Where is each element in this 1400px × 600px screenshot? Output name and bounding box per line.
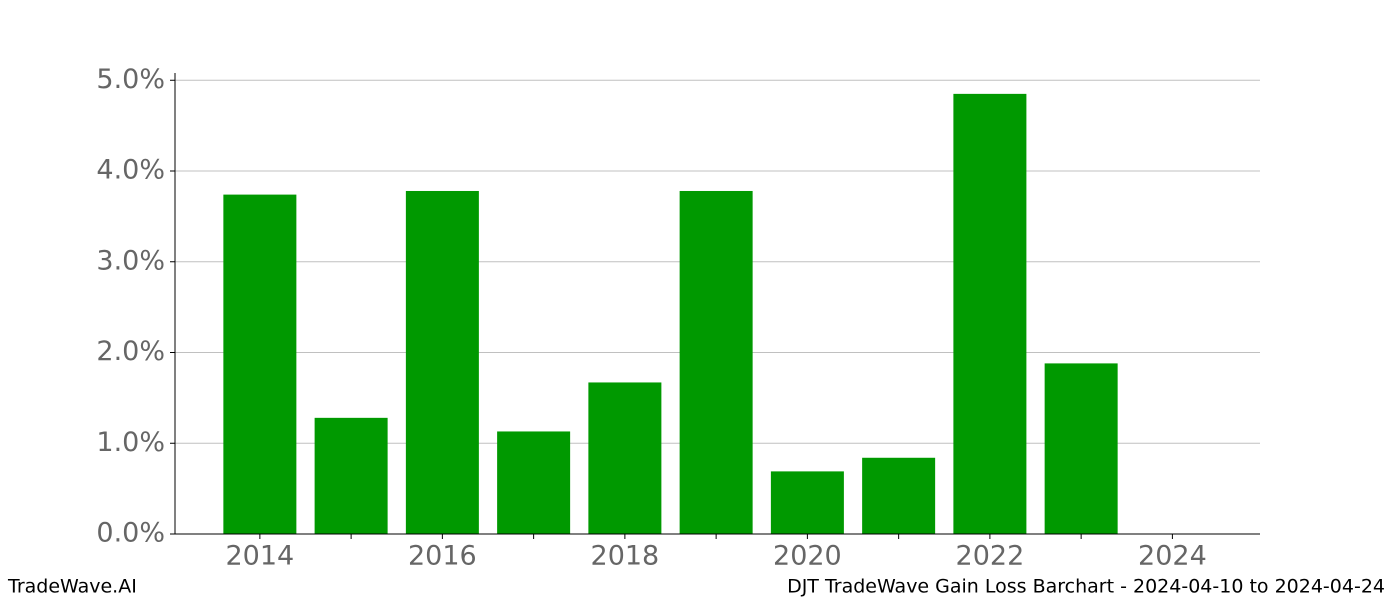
y-tick-label: 5.0% <box>96 64 165 95</box>
bar <box>953 93 1027 535</box>
footer-right: DJT TradeWave Gain Loss Barchart - 2024-… <box>787 576 1385 598</box>
y-tick-label: 0.0% <box>96 518 165 549</box>
bar <box>862 457 936 534</box>
y-tick-label: 3.0% <box>96 245 165 276</box>
y-tick-label: 4.0% <box>96 155 165 186</box>
bar <box>497 431 571 534</box>
bar <box>314 417 388 534</box>
footer-left: TradeWave.AI <box>7 576 137 598</box>
x-tick-label: 2022 <box>956 541 1025 572</box>
x-tick-label: 2020 <box>773 541 842 572</box>
bar <box>679 190 753 534</box>
x-tick-label: 2018 <box>591 541 660 572</box>
y-tick-label: 1.0% <box>96 427 165 458</box>
x-tick-label: 2016 <box>408 541 477 572</box>
bar <box>223 194 297 534</box>
bar <box>1044 363 1118 534</box>
x-tick-label: 2014 <box>226 541 295 572</box>
x-tick-label: 2024 <box>1138 541 1207 572</box>
y-tick-label: 2.0% <box>96 336 165 367</box>
bar <box>770 471 844 534</box>
bar <box>588 382 662 534</box>
bar <box>405 190 479 534</box>
